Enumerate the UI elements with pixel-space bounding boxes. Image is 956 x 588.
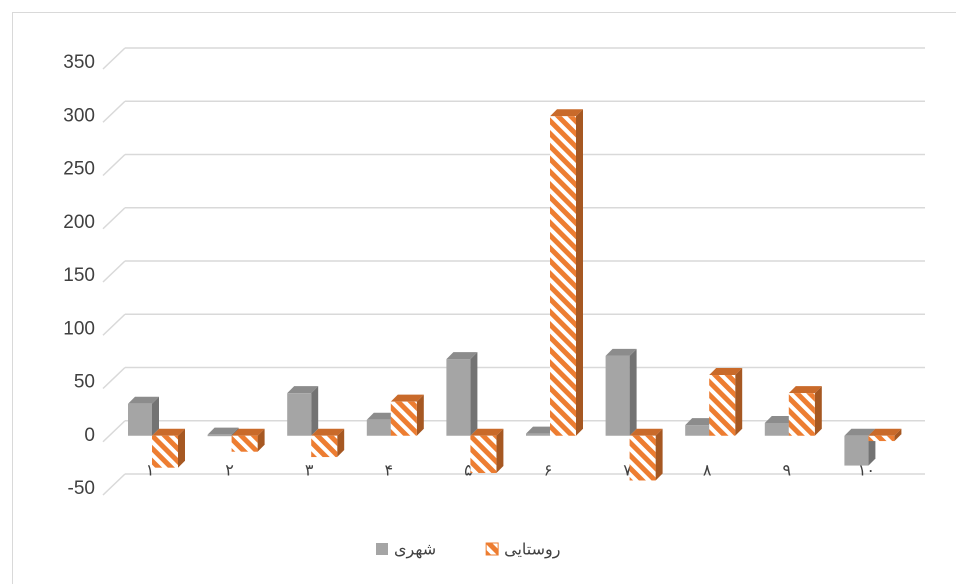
bar — [606, 356, 630, 436]
y-tick-label: -50 — [68, 478, 95, 499]
y-tick-label: 100 — [63, 318, 95, 339]
x-tick-label: ۶ — [544, 461, 553, 480]
bar — [128, 404, 152, 436]
legend-swatch — [376, 543, 388, 555]
bar-side — [576, 109, 583, 436]
bar — [868, 436, 894, 441]
bar-side — [735, 368, 742, 436]
bar — [550, 116, 576, 436]
chart: -50050100150200250300350۱۲۳۴۵۶۷۸۹۱۰شهریر… — [0, 0, 956, 584]
y-tick-label: 250 — [63, 159, 95, 180]
bar — [630, 436, 656, 481]
bar — [152, 436, 178, 468]
bar-side — [656, 429, 663, 481]
x-tick-label: ۴ — [385, 461, 394, 480]
legend-label: روستایی — [504, 540, 560, 560]
y-tick-label: 0 — [84, 425, 95, 446]
bar — [232, 436, 258, 452]
x-tick-label: ۳ — [305, 461, 314, 480]
bar — [446, 359, 470, 436]
x-tick-label: ۸ — [703, 461, 712, 480]
bar — [208, 435, 232, 437]
legend-swatch — [486, 543, 498, 555]
bar — [470, 436, 496, 473]
y-tick-label: 50 — [74, 372, 95, 393]
x-tick-label: ۹ — [783, 461, 792, 480]
bar — [287, 393, 311, 436]
y-tick-label: 350 — [63, 52, 95, 73]
bar — [526, 434, 550, 436]
bar-side — [630, 349, 637, 436]
bar — [709, 375, 735, 436]
bar — [685, 425, 709, 436]
bar — [844, 436, 868, 466]
x-tick-label: ۲ — [225, 461, 234, 480]
bar-side — [311, 386, 318, 436]
bar — [391, 402, 417, 436]
page: {"chart_data": {"type": "bar3d", "catego… — [0, 0, 956, 588]
bar — [789, 393, 815, 436]
bar-side — [470, 352, 477, 436]
bar — [367, 420, 391, 436]
bar — [765, 423, 789, 436]
y-tick-label: 150 — [63, 265, 95, 286]
bar-side — [496, 429, 503, 473]
bar — [311, 436, 337, 457]
y-tick-label: 300 — [63, 105, 95, 126]
bar-side — [417, 395, 424, 436]
legend-label: شهری — [394, 540, 436, 560]
bar-side — [815, 386, 822, 436]
y-tick-label: 200 — [63, 212, 95, 233]
chart-border — [13, 13, 956, 585]
